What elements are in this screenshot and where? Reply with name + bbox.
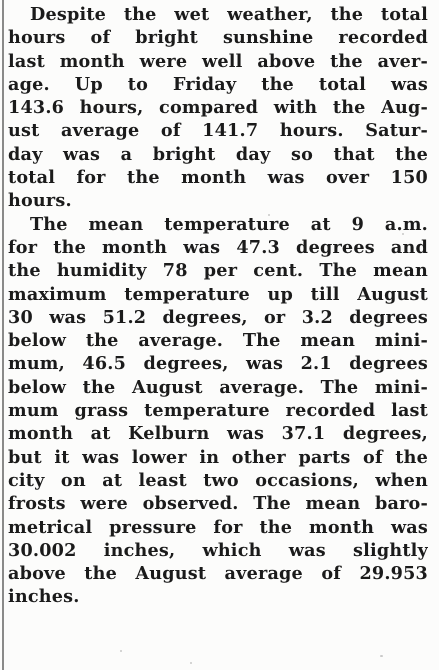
print-speck bbox=[190, 662, 192, 664]
text-line: age. Up to Friday the total was bbox=[8, 73, 428, 95]
text-line: hours. bbox=[8, 190, 72, 212]
text-line: above the August average of 29.953 bbox=[8, 563, 428, 585]
text-line: The mean temperature at 9 a.m. bbox=[30, 213, 428, 235]
text-line: day was a bright day so that the bbox=[8, 143, 428, 165]
text-line: 30 was 51.2 degrees, or 3.2 degrees bbox=[8, 306, 428, 328]
text-line: below the August average. The mini- bbox=[8, 376, 428, 398]
text-line: 30.002 inches, which was slightly bbox=[8, 539, 428, 561]
text-line: hours of bright sunshine recorded bbox=[8, 27, 428, 49]
text-line: last month were well above the aver- bbox=[8, 50, 428, 72]
text-line: total for the month was over 150 bbox=[8, 167, 428, 189]
text-line: mum grass temperature recorded last bbox=[8, 400, 428, 422]
text-line: 143.6 hours, compared with the Aug- bbox=[8, 97, 428, 119]
text-line: ust average of 141.7 hours. Satur- bbox=[8, 120, 428, 142]
text-line: inches. bbox=[8, 586, 80, 608]
text-line: city on at least two occasions, when bbox=[8, 469, 428, 491]
column-rule bbox=[2, 0, 4, 670]
text-line: metrical pressure for the month was bbox=[8, 516, 428, 538]
article-column: Despite the wet weather, the total hours… bbox=[8, 3, 428, 609]
text-line: maximum temperature up till August bbox=[8, 283, 428, 305]
text-line: below the average. The mean mini- bbox=[8, 330, 428, 352]
print-speck bbox=[120, 650, 122, 652]
text-line: the humidity 78 per cent. The mean bbox=[8, 260, 428, 282]
print-speck bbox=[380, 655, 383, 657]
text-line: for the month was 47.3 degrees and bbox=[8, 236, 428, 258]
print-speck bbox=[402, 233, 404, 235]
print-speck bbox=[268, 214, 270, 216]
text-line: month at Kelburn was 37.1 degrees, bbox=[8, 423, 428, 445]
text-line: Despite the wet weather, the total bbox=[30, 4, 428, 25]
text-line: mum, 46.5 degrees, was 2.1 degrees bbox=[8, 353, 428, 375]
print-speck bbox=[356, 216, 359, 218]
text-line: frosts were observed. The mean baro- bbox=[8, 493, 428, 515]
text-line: but it was lower in other parts of the bbox=[8, 446, 428, 468]
